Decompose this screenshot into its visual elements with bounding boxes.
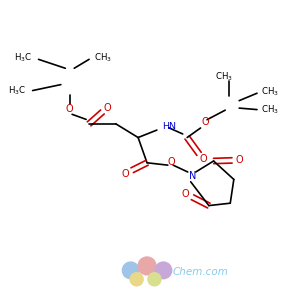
Text: O: O: [103, 103, 111, 113]
Text: $\mathregular{H_3C}$: $\mathregular{H_3C}$: [8, 84, 27, 97]
Circle shape: [122, 262, 139, 279]
Circle shape: [148, 273, 161, 286]
Text: O: O: [66, 104, 74, 114]
Text: Chem.com: Chem.com: [172, 267, 228, 277]
Text: $\mathregular{CH_3}$: $\mathregular{CH_3}$: [262, 85, 279, 98]
Text: O: O: [168, 157, 175, 166]
Text: O: O: [201, 117, 209, 127]
Circle shape: [155, 262, 172, 279]
Text: N: N: [189, 171, 197, 181]
Text: HN: HN: [162, 122, 176, 131]
Text: $\mathregular{CH_3}$: $\mathregular{CH_3}$: [94, 52, 111, 64]
Circle shape: [138, 257, 156, 275]
Text: $\mathregular{H_3C}$: $\mathregular{H_3C}$: [14, 52, 33, 64]
Text: $\mathregular{CH_3}$: $\mathregular{CH_3}$: [215, 70, 233, 83]
Text: O: O: [200, 154, 207, 164]
Text: O: O: [122, 169, 129, 179]
Circle shape: [130, 273, 143, 286]
Text: O: O: [182, 189, 190, 199]
Text: O: O: [235, 154, 243, 164]
Text: $\mathregular{CH_3}$: $\mathregular{CH_3}$: [262, 103, 279, 116]
